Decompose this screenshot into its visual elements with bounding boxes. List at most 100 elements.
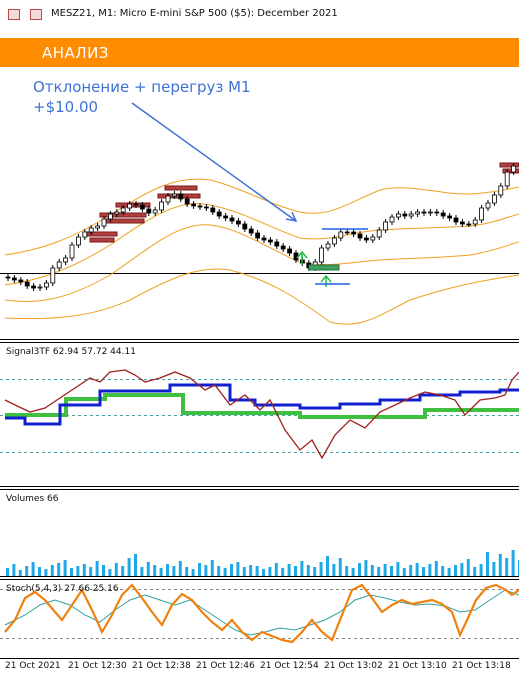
overload-box: [499, 162, 519, 168]
volume-bar: [159, 568, 163, 576]
candle-body: [18, 279, 24, 283]
candle-body: [459, 221, 465, 225]
candle-body: [485, 202, 491, 209]
time-axis-label: 21 Oct 13:18: [452, 661, 511, 671]
candle-body: [427, 211, 433, 214]
candle-body: [44, 282, 49, 288]
volume-bar: [377, 567, 381, 576]
overload-boxes: [86, 162, 519, 243]
candle-body: [325, 243, 331, 249]
volume-bar: [383, 564, 387, 576]
candle-body: [440, 212, 446, 217]
volume-bar: [402, 568, 406, 576]
volume-bar: [108, 569, 112, 576]
volume-bar: [140, 567, 144, 576]
candle-body: [88, 227, 94, 233]
candle-body: [139, 204, 145, 210]
volume-bar: [338, 558, 342, 576]
overload-box: [164, 185, 198, 191]
time-axis-label: 21 Oct 2021: [5, 661, 61, 671]
volume-bar: [255, 566, 259, 576]
candle-body: [370, 236, 376, 241]
overload-box: [115, 202, 151, 208]
candle-body: [357, 233, 363, 239]
volume-bar: [89, 567, 93, 576]
envelope-bands: [4, 178, 519, 325]
volume-bar: [242, 567, 246, 576]
chart-window-icon[interactable]: [8, 9, 20, 20]
candle-body: [351, 231, 357, 235]
candle-body: [498, 185, 504, 196]
time-axis-label: 21 Oct 12:46: [196, 661, 255, 671]
candle-body: [415, 211, 421, 215]
annotation-arrow: [131, 102, 298, 223]
volume-bar: [396, 562, 400, 576]
volume-bar: [415, 563, 419, 576]
lower-band: [4, 224, 519, 303]
candle-body: [216, 211, 222, 217]
candle-body: [76, 236, 81, 246]
time-axis-label: 21 Oct 12:54: [260, 661, 319, 671]
signal-box: [308, 264, 340, 271]
volume-bar: [44, 569, 48, 576]
candle-body: [184, 198, 190, 205]
candle-body: [491, 194, 497, 204]
volume-bar: [262, 569, 265, 576]
volume-bars: [6, 550, 519, 576]
volume-bar: [466, 559, 470, 576]
candlesticks: [5, 163, 517, 291]
candle-body: [466, 223, 472, 226]
candle-body: [95, 225, 100, 229]
candle-body: [472, 219, 478, 225]
time-axis-label: 21 Oct 13:02: [324, 661, 383, 671]
volume-bar: [486, 552, 489, 576]
volume-bar: [191, 569, 195, 576]
candle-body: [338, 231, 344, 239]
candle-body: [108, 213, 113, 220]
candle-body: [127, 203, 132, 209]
volume-bar: [473, 567, 477, 576]
candle-body: [178, 193, 184, 200]
volume-bar: [25, 566, 29, 576]
volume-bar: [50, 565, 54, 576]
candle-body: [37, 286, 43, 289]
candle-body: [421, 211, 427, 214]
stoch-levels: [0, 589, 519, 639]
candle-body: [331, 237, 337, 245]
signal-levels: [0, 379, 519, 453]
overload-box: [89, 237, 115, 243]
signal-indicator-label: Signal3TF 62.94 57.72 44.11: [6, 347, 136, 357]
title-bar[interactable]: MESZ21, M1: Micro E-mini S&P 500 ($5): D…: [0, 0, 519, 30]
candle-body: [261, 237, 267, 241]
candle-body: [402, 213, 408, 217]
candle-body: [235, 220, 241, 225]
candle-body: [120, 207, 126, 213]
signal-red-line: [4, 369, 519, 460]
candle-body: [248, 228, 254, 234]
volume-bar: [300, 561, 304, 576]
volume-bar: [127, 558, 131, 576]
volume-bar: [204, 565, 208, 576]
candle-body: [274, 241, 280, 247]
candle-body: [223, 215, 229, 219]
volume-bar: [326, 556, 329, 576]
volume-bar: [351, 568, 355, 576]
chart-properties-icon[interactable]: [30, 9, 42, 20]
pane-borders: [0, 339, 519, 659]
volume-bar: [31, 562, 35, 576]
volume-bar: [217, 566, 221, 576]
candle-body: [197, 205, 203, 208]
banner-label: АНАЛИЗ: [42, 44, 109, 62]
middle-band: [4, 203, 519, 286]
volume-bar: [306, 565, 310, 576]
volume-bar: [332, 564, 336, 576]
volume-bar: [441, 566, 445, 576]
candle-body: [50, 267, 56, 284]
volume-bar: [498, 554, 502, 576]
buy-arrow-icons: [296, 250, 332, 287]
annotation-line-2: +$10.00: [33, 98, 99, 116]
volumes-indicator-label: Volumes 66: [6, 494, 59, 504]
volume-bar: [185, 567, 189, 576]
